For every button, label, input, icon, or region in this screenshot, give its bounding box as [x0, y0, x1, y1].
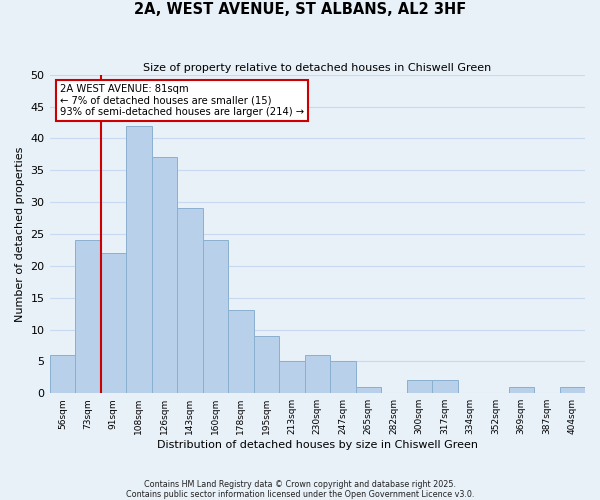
- Bar: [560, 387, 585, 393]
- Bar: [279, 362, 305, 393]
- Bar: [101, 253, 126, 393]
- Bar: [228, 310, 254, 393]
- Text: Contains HM Land Registry data © Crown copyright and database right 2025.
Contai: Contains HM Land Registry data © Crown c…: [126, 480, 474, 499]
- Bar: [254, 336, 279, 393]
- Bar: [356, 387, 381, 393]
- Bar: [50, 355, 75, 393]
- Bar: [432, 380, 458, 393]
- Bar: [330, 362, 356, 393]
- Bar: [75, 240, 101, 393]
- Bar: [152, 158, 177, 393]
- Bar: [305, 355, 330, 393]
- Y-axis label: Number of detached properties: Number of detached properties: [15, 146, 25, 322]
- Bar: [177, 208, 203, 393]
- Bar: [126, 126, 152, 393]
- Text: 2A, WEST AVENUE, ST ALBANS, AL2 3HF: 2A, WEST AVENUE, ST ALBANS, AL2 3HF: [134, 2, 466, 18]
- Bar: [509, 387, 534, 393]
- Bar: [407, 380, 432, 393]
- X-axis label: Distribution of detached houses by size in Chiswell Green: Distribution of detached houses by size …: [157, 440, 478, 450]
- Title: Size of property relative to detached houses in Chiswell Green: Size of property relative to detached ho…: [143, 62, 491, 72]
- Text: 2A WEST AVENUE: 81sqm
← 7% of detached houses are smaller (15)
93% of semi-detac: 2A WEST AVENUE: 81sqm ← 7% of detached h…: [60, 84, 304, 117]
- Bar: [203, 240, 228, 393]
